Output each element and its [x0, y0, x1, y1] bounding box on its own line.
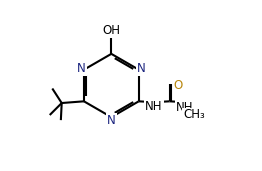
Text: OH: OH — [102, 24, 120, 37]
Text: NH: NH — [145, 101, 163, 114]
Text: CH₃: CH₃ — [183, 108, 205, 122]
Text: N: N — [77, 62, 86, 75]
Text: O: O — [174, 79, 183, 93]
Text: NH: NH — [145, 100, 163, 114]
Text: NH: NH — [176, 101, 194, 114]
Text: N: N — [107, 114, 116, 127]
Text: N: N — [137, 62, 146, 75]
